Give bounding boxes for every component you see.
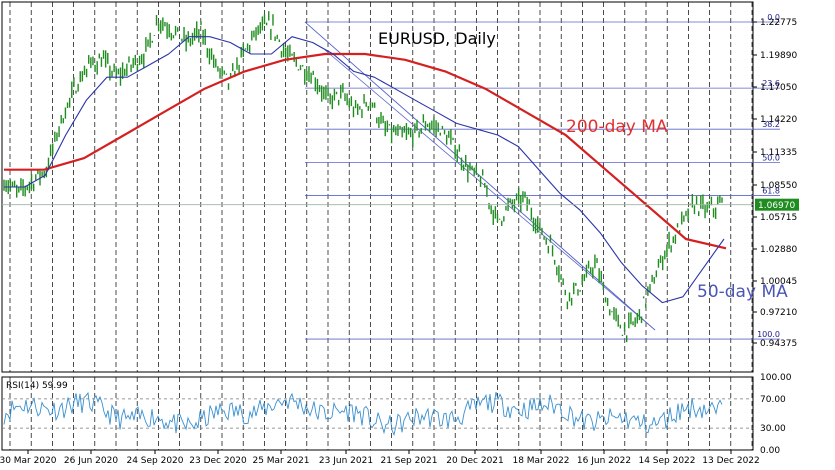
y-tick-label: 1.08550 [760, 181, 797, 191]
x-tick-label: 23 Dec 2020 [189, 456, 247, 466]
rsi-tick-label: 100.00 [760, 373, 792, 383]
y-tick-label: 1.00045 [760, 277, 797, 287]
y-tick-label: 1.22775 [760, 18, 797, 28]
y-axis-ticks: 1.22775 1.19890 1.17050 1.14220 1.11335 1.085… [753, 18, 797, 349]
x-axis-ticks: 30 Mar 2020 26 Jun 2020 24 Sep 2020 23 Dec … [0, 450, 760, 466]
x-tick-label: 23 Jun 2021 [319, 456, 373, 466]
x-tick-label: 26 Jun 2020 [64, 456, 118, 466]
ma50-line [4, 36, 725, 304]
y-tick-label: 0.97210 [760, 308, 797, 318]
x-tick-label: 16 Jun 2022 [577, 456, 631, 466]
fib-label: 61.8 [762, 186, 780, 195]
y-tick-label: 1.02880 [760, 245, 797, 255]
x-tick-label: 14 Sep 2022 [638, 456, 695, 466]
x-tick-label: 20 Dec 2021 [446, 456, 504, 466]
fibonacci-levels: 0.0 23.6 38.2 50.0 61.8 100.0 [305, 13, 780, 340]
rsi-group: 100.00 70.00 30.00 0.00 [2, 373, 792, 456]
x-tick-label: 18 Mar 2022 [512, 456, 569, 466]
channel-mid-line [324, 49, 656, 331]
rsi-title: RSI(14) 59.99 [6, 381, 68, 391]
fib-label: 0.0 [767, 13, 780, 22]
y-tick-label: 1.14220 [760, 115, 797, 125]
chart-title: EURUSD, Daily [378, 29, 496, 48]
y-tick-label: 1.19890 [760, 51, 797, 61]
current-price-tag-bg [755, 198, 799, 211]
fib-label: 50.0 [762, 153, 780, 162]
y-tick-label: 1.17050 [760, 83, 797, 93]
rsi-tick-label: 30.00 [760, 424, 786, 434]
ma200-line [4, 52, 727, 250]
price-panel-frame [1, 1, 754, 373]
annotation-ma50: 50-day MA [697, 282, 788, 302]
y-tick-label: 1.11335 [760, 148, 797, 158]
rsi-tick-label: 70.00 [760, 395, 786, 405]
fib-label: 38.2 [762, 120, 780, 129]
price-series-group: 1.06970 [2, 11, 799, 343]
x-tick-label: 21 Sep 2021 [380, 456, 437, 466]
annotation-ma200: 200-day MA [566, 117, 668, 137]
x-tick-label: 30 Mar 2020 [0, 456, 57, 466]
x-tick-label: 13 Dec 2022 [702, 456, 760, 466]
fib-label: 23.6 [762, 79, 780, 88]
vertical-grid [9, 2, 753, 450]
fib-label: 100.0 [757, 330, 780, 339]
y-tick-label: 1.05715 [760, 213, 797, 223]
x-tick-label: 25 Mar 2021 [252, 456, 309, 466]
y-tick-label: 0.94375 [760, 339, 797, 349]
trend-channel [304, 21, 656, 331]
channel-lower-line [304, 21, 656, 331]
x-tick-label: 24 Sep 2020 [126, 456, 183, 466]
rsi-line [3, 391, 723, 437]
current-price-tag: 1.06970 [758, 201, 795, 211]
rsi-tick-label: 0.00 [760, 446, 780, 456]
